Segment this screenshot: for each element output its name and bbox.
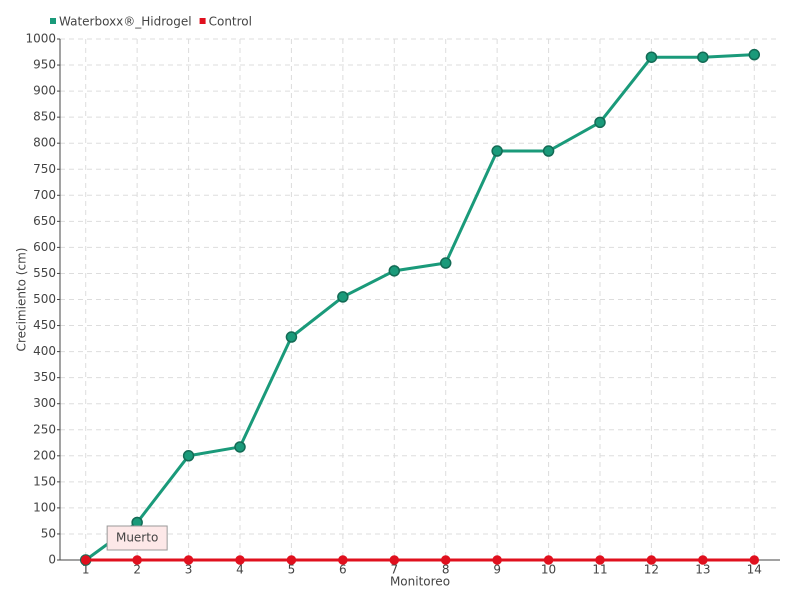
data-point — [439, 257, 452, 269]
data-point — [389, 555, 400, 565]
y-tick-label: 700 — [33, 188, 56, 202]
data-point — [440, 555, 451, 565]
x-tick-label: 8 — [442, 563, 450, 577]
x-tick-label: 14 — [747, 563, 762, 577]
y-tick-label: 100 — [33, 500, 56, 514]
data-point — [235, 555, 245, 565]
y-tick-label: 800 — [33, 136, 56, 150]
legend-swatch — [50, 18, 56, 24]
data-point — [748, 48, 761, 61]
data-point — [132, 555, 142, 565]
x-tick-label: 7 — [390, 563, 398, 577]
x-tick-label: 11 — [592, 563, 607, 577]
data-point — [594, 116, 606, 129]
data-point — [698, 555, 708, 565]
data-point — [542, 145, 555, 157]
x-tick-label: 1 — [82, 563, 90, 577]
x-tick-label: 3 — [185, 563, 193, 577]
data-point — [338, 555, 348, 565]
x-tick-label: 2 — [133, 563, 141, 577]
data-point — [645, 51, 658, 63]
annotation: Muerto — [116, 531, 158, 545]
x-tick-label: 4 — [236, 563, 244, 577]
y-tick-label: 650 — [33, 214, 56, 228]
x-tick-label: 10 — [541, 563, 556, 577]
data-point — [491, 145, 503, 157]
legend-label: Control — [209, 15, 252, 29]
data-point — [286, 555, 297, 565]
y-tick-label: 750 — [33, 162, 56, 176]
data-point — [646, 555, 657, 565]
data-point — [234, 441, 246, 453]
series-line — [84, 53, 755, 562]
y-axis-label: Crecimiento (cm) — [15, 248, 29, 352]
data-point — [80, 555, 91, 565]
y-tick-label: 550 — [33, 266, 56, 280]
y-tick-label: 0 — [48, 553, 56, 567]
y-tick-label: 1000 — [25, 32, 56, 46]
legend-swatch — [199, 18, 206, 24]
data-point — [543, 555, 554, 565]
y-tick-label: 900 — [33, 84, 56, 98]
data-point — [697, 51, 709, 63]
y-tick-label: 950 — [33, 58, 56, 72]
y-tick-label: 450 — [33, 318, 56, 332]
x-tick-label: 6 — [339, 563, 347, 577]
x-tick-label: 12 — [644, 563, 659, 577]
y-tick-label: 600 — [33, 240, 56, 254]
legend-label: Waterboxx®_Hidrogel — [59, 15, 192, 29]
data-point — [285, 331, 298, 343]
x-tick-label: 9 — [493, 563, 501, 577]
y-tick-label: 250 — [33, 422, 56, 436]
x-tick-label: 13 — [695, 563, 710, 577]
data-point — [595, 555, 605, 565]
y-tick-label: 50 — [41, 526, 56, 540]
data-point — [183, 555, 194, 565]
data-point — [749, 555, 760, 565]
y-tick-label: 150 — [33, 474, 56, 488]
y-tick-label: 350 — [33, 370, 56, 384]
x-axis-label: Monitoreo — [390, 575, 450, 589]
x-tick-label: 5 — [288, 563, 296, 577]
y-tick-label: 850 — [33, 110, 56, 124]
data-point — [337, 291, 349, 303]
annotation-box — [106, 525, 168, 551]
y-tick-label: 300 — [33, 396, 56, 410]
y-tick-label: 500 — [33, 292, 56, 306]
y-tick-label: 200 — [33, 448, 56, 462]
data-point — [492, 555, 502, 565]
data-point — [182, 450, 195, 462]
y-tick-label: 400 — [33, 344, 56, 358]
data-point — [388, 265, 401, 277]
